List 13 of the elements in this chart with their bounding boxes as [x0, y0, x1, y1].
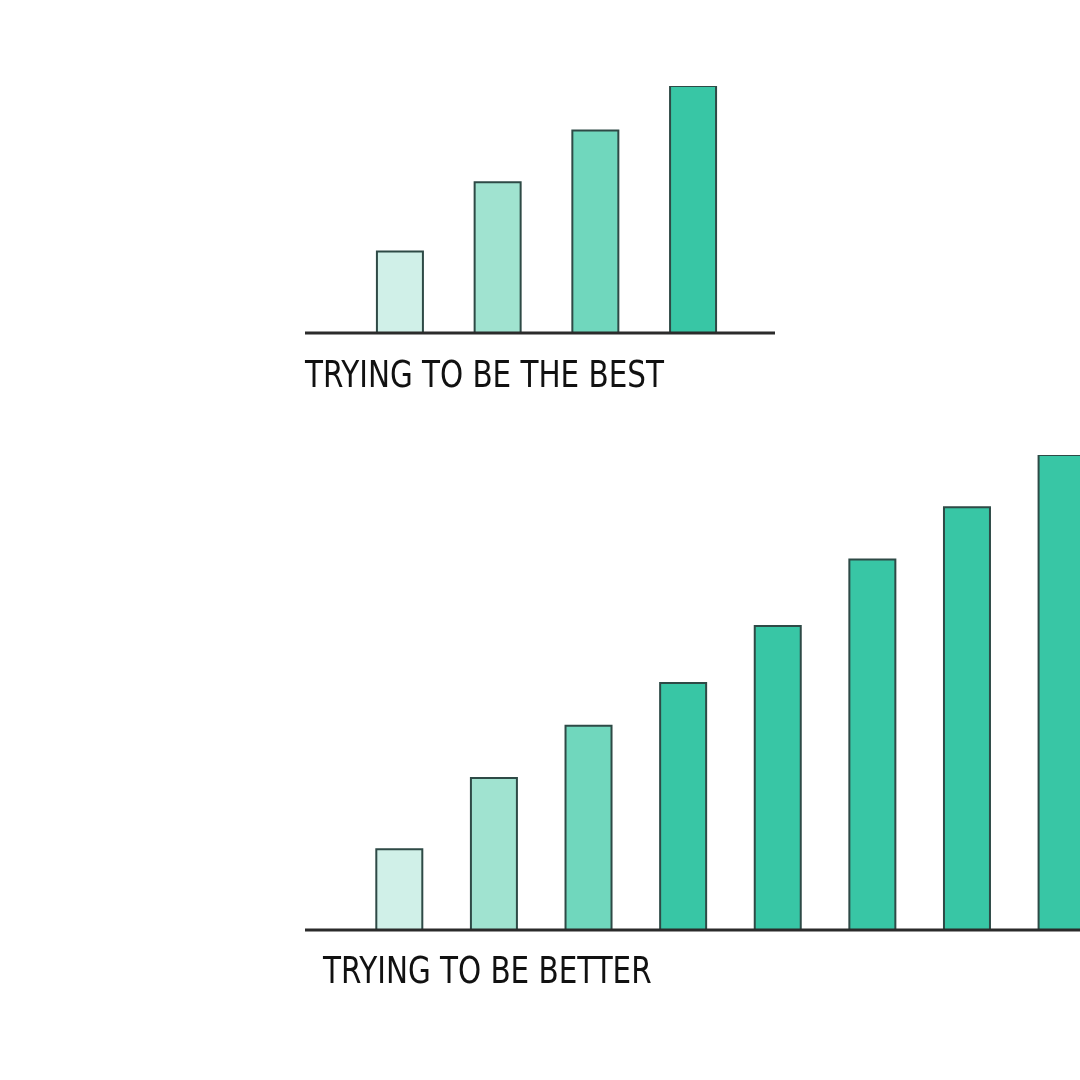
x-axis-title: TRYING TO BE BETTER: [323, 948, 652, 992]
bar: [848, 558, 897, 930]
bar: [669, 86, 718, 333]
bar: [942, 506, 991, 930]
bar: [753, 625, 802, 930]
x-axis-title: TRYING TO BE THE BEST: [305, 352, 664, 396]
bar: [469, 777, 518, 930]
bar: [564, 724, 613, 930]
bar: [375, 848, 424, 930]
bar: [473, 181, 522, 333]
bar: [571, 129, 620, 333]
bar: [375, 250, 424, 333]
bar: [659, 682, 708, 930]
